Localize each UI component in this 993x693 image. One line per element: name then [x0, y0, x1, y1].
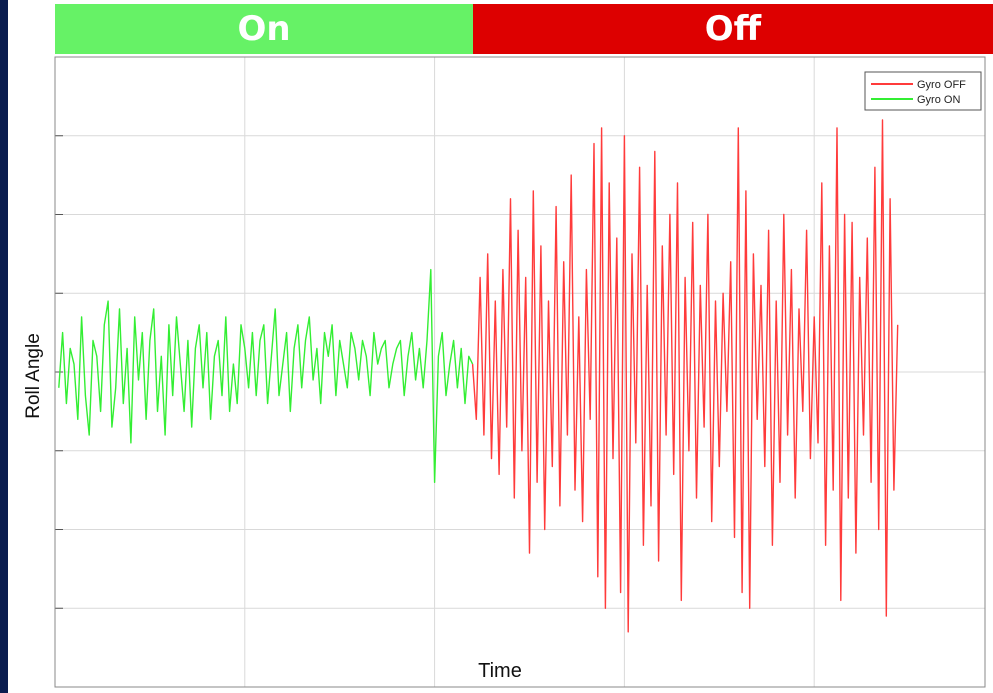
series-lines	[58, 119, 899, 633]
chart-frame	[8, 0, 993, 693]
on-state-band: On	[55, 4, 473, 54]
legend: Gyro OFF Gyro ON	[864, 71, 982, 111]
y-axis-label: Roll Angle	[23, 333, 44, 419]
x-axis-label: Time	[478, 660, 522, 682]
off-state-band: Off	[473, 4, 993, 54]
series-line-gyro-off	[471, 119, 899, 633]
off-label: Off	[704, 9, 762, 49]
legend-entry-label: Gyro ON	[917, 94, 960, 106]
plot-area-border	[54, 56, 986, 688]
legend-entry-label: Gyro OFF	[917, 79, 966, 91]
series-line-gyro-on	[58, 268, 474, 483]
on-label: On	[237, 9, 291, 49]
grid-lines	[55, 57, 985, 687]
legend-box	[864, 71, 982, 111]
